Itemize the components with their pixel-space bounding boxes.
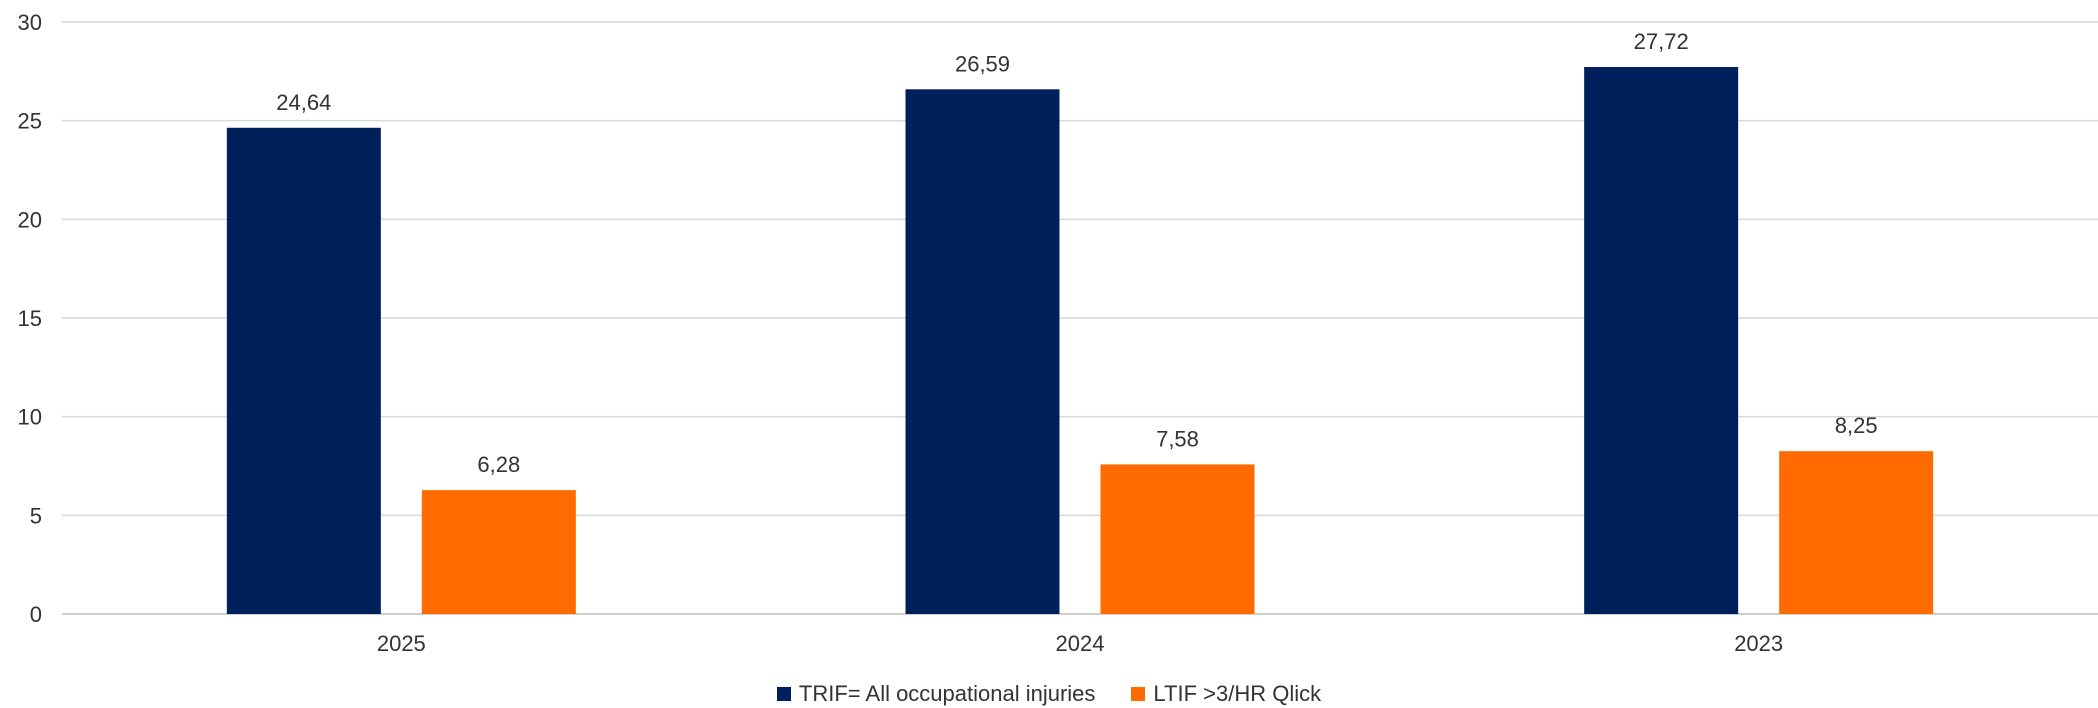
data-label: 27,72 [1634,29,1689,54]
y-tick-label: 0 [30,602,42,627]
y-tick-label: 15 [18,306,42,331]
legend-swatch-trif [776,687,791,701]
bar [905,89,1060,615]
legend-item-trif: TRIF= All occupational injuries [776,681,1096,707]
legend-item-ltif: LTIF >3/HR Qlick [1131,681,1321,707]
data-label: 26,59 [955,51,1010,76]
x-tick-label: 2023 [1734,631,1783,656]
bar [1100,464,1255,614]
x-tick-label: 2025 [377,631,426,656]
y-tick-label: 10 [18,405,42,430]
data-label: 24,64 [276,90,331,115]
bars [226,66,1934,615]
data-label: 7,58 [1156,426,1199,451]
data-labels: 24,64 6,28 26,59 7,58 27,72 8,25 [276,29,1877,477]
legend-swatch-ltif [1131,687,1146,701]
y-tick-label: 25 [18,109,42,134]
y-tick-label: 20 [18,207,42,232]
x-axis-tick-labels: 2025 2024 2023 [377,631,1783,656]
data-label: 8,25 [1835,413,1878,438]
bar [1779,451,1934,614]
x-tick-label: 2024 [1056,631,1105,656]
y-tick-label: 5 [30,503,42,528]
bar [421,490,576,614]
bar [1584,66,1739,614]
y-axis-tick-labels: 0 5 10 15 20 25 30 [18,10,42,627]
bar [226,127,381,615]
gridlines [62,21,2098,615]
legend: TRIF= All occupational injuries LTIF >3/… [0,680,2098,708]
data-label: 6,28 [477,452,520,477]
y-tick-label: 30 [18,10,42,35]
legend-label-trif: TRIF= All occupational injuries [798,681,1096,706]
legend-label-ltif: LTIF >3/HR Qlick [1153,681,1322,706]
